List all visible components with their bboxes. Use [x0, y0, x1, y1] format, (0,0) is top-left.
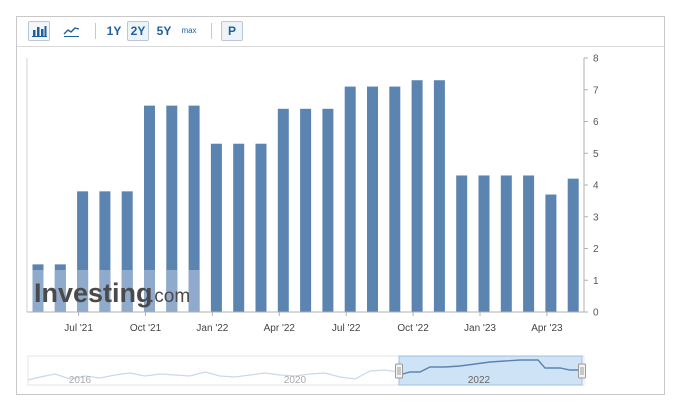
y-tick-label: 6	[593, 117, 599, 128]
bar	[478, 175, 490, 312]
bar-watermark-overlap	[188, 270, 200, 312]
y-tick-label: 0	[593, 308, 599, 319]
y-tick-label: 5	[593, 149, 599, 160]
range-2y-button[interactable]: 2Y	[127, 21, 149, 41]
bar	[99, 191, 111, 312]
bar	[523, 175, 535, 312]
range-5y-button[interactable]: 5Y	[156, 24, 172, 38]
bar-chart-icon	[32, 26, 47, 37]
y-tick-label: 1	[593, 276, 599, 287]
watermark-brand: Investing	[34, 278, 153, 308]
range-1y-button[interactable]: 1Y	[106, 24, 122, 38]
bar	[144, 105, 155, 312]
bar	[210, 143, 222, 312]
bar	[367, 86, 378, 312]
bar	[433, 80, 445, 312]
bar-watermark-overlap	[144, 270, 155, 312]
x-tick-label: Oct '22	[397, 323, 429, 334]
y-tick-label: 4	[593, 181, 599, 192]
navigator-year-label: 2016	[69, 375, 92, 386]
p-button[interactable]: P	[221, 21, 243, 41]
bar	[255, 143, 267, 312]
bar	[77, 191, 89, 312]
toolbar-separator	[211, 23, 212, 39]
investing-watermark: Investing .com	[34, 278, 190, 308]
x-tick-label: Apr '22	[264, 323, 296, 334]
bar	[500, 175, 512, 312]
bar-watermark-overlap	[54, 270, 66, 312]
bar	[300, 108, 312, 312]
line-chart-toggle[interactable]	[60, 21, 82, 41]
bar-series	[32, 80, 579, 312]
line-chart-icon	[63, 27, 80, 37]
x-tick-label: Oct '21	[130, 323, 162, 334]
navigator-selection	[398, 355, 583, 386]
range-max-button[interactable]: max	[181, 26, 197, 35]
x-tick-label: Jan '23	[464, 323, 496, 334]
bar	[411, 80, 423, 312]
y-tick-label: 7	[593, 85, 599, 96]
bar	[166, 105, 178, 312]
bar-chart-toggle[interactable]	[28, 21, 50, 41]
bar-watermark-overlap	[121, 270, 133, 312]
navigator-handle	[578, 363, 586, 379]
bar	[233, 143, 245, 312]
y-tick-label: 3	[593, 212, 599, 223]
navigator-year-label: 2022	[468, 375, 491, 386]
range-navigator[interactable]: 2016 2020 2022	[27, 355, 586, 386]
bar-watermark-overlap	[77, 270, 89, 312]
chart-toolbar: 1Y 2Y 5Y max P	[17, 17, 664, 47]
bar	[188, 105, 200, 312]
bar-watermark-overlap	[166, 270, 178, 312]
x-tick-label: Jan '22	[196, 323, 228, 334]
bar	[277, 108, 289, 312]
toolbar-separator	[95, 23, 96, 39]
bar	[121, 191, 133, 312]
navigator-handle	[395, 363, 403, 379]
bar	[545, 194, 557, 312]
x-tick-label: Jul '21	[64, 323, 93, 334]
y-tick-label: 8	[593, 54, 599, 65]
watermark-suffix: .com	[149, 286, 190, 307]
x-tick-label: Apr '23	[531, 323, 563, 334]
bar-watermark-overlap	[99, 270, 111, 312]
navigator-history-line	[27, 369, 399, 381]
bar	[456, 175, 468, 312]
bar-watermark-overlap	[32, 270, 44, 312]
chart-axes: 0 1 2 3 4 5 6 7 8 Jul '21 Oct '21 Jan '22 Apr '22 Jul…	[26, 54, 599, 334]
x-tick-label: Jul '22	[332, 323, 361, 334]
navigator-year-label: 2020	[284, 375, 307, 386]
bar	[344, 86, 356, 312]
navigator-selected-line	[398, 359, 582, 376]
bar	[322, 108, 334, 312]
bar	[567, 178, 579, 312]
y-tick-label: 2	[593, 244, 599, 255]
bar	[389, 86, 401, 312]
